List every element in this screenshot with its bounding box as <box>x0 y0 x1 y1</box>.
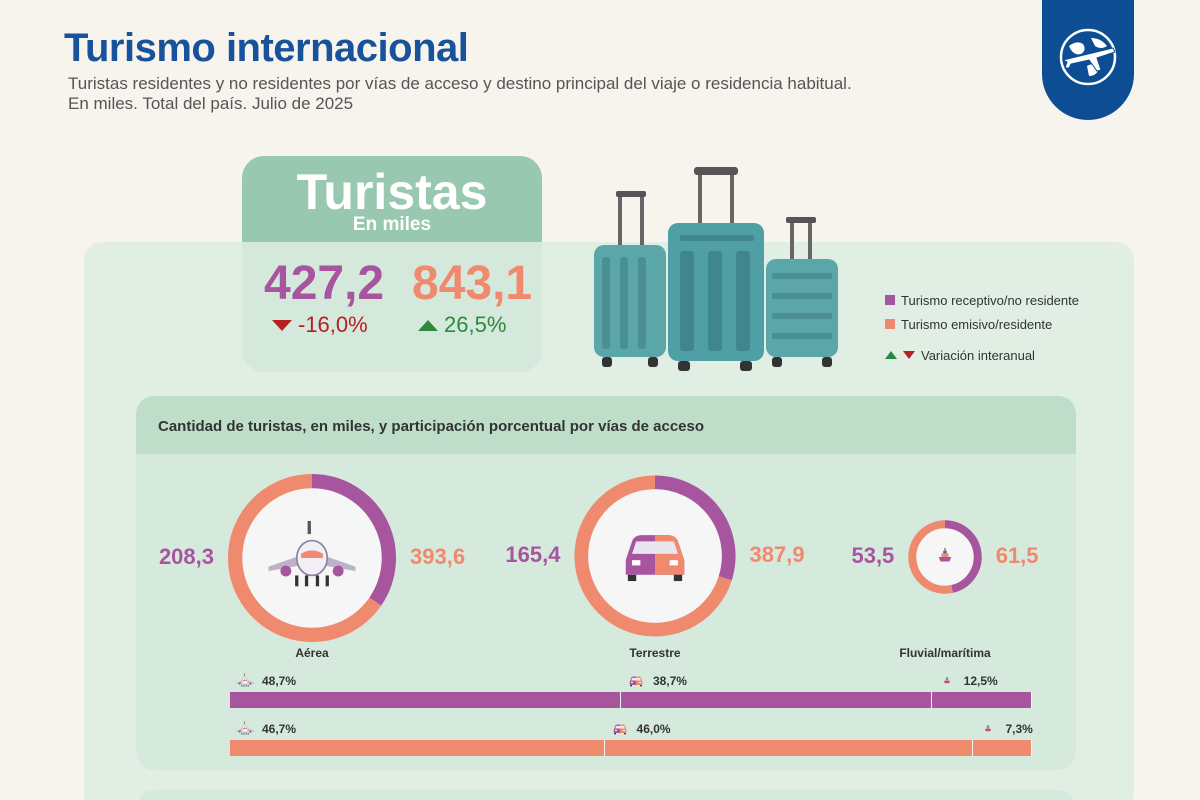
down-arrow-icon <box>272 319 292 331</box>
donut-value-receptivo-aerea: 208,3 <box>158 544 214 569</box>
emisivo-variation: 26,5% <box>418 312 506 338</box>
globe-plane-badge <box>1042 0 1134 120</box>
bar-segment-aerea <box>230 740 605 756</box>
bar-segment-fluvial-maritima <box>931 692 1032 708</box>
ship-mini-icon <box>943 676 950 684</box>
access-panel-title: Cantidad de turistas, en miles, y partic… <box>158 418 705 435</box>
subtitle-line-1: Turistas residentes y no residentes por … <box>68 74 852 93</box>
access-panel-header <box>136 396 1076 454</box>
percent-value: 46,7% <box>262 722 297 736</box>
bottom-panel <box>136 790 1076 800</box>
airplane-icon <box>236 721 254 735</box>
legend-label-receptivo: Turismo receptivo/no residente <box>901 292 1079 308</box>
airplane-mini-icon <box>236 721 254 735</box>
category-label-fluvial-maritima: Fluvial/marítima <box>899 646 991 660</box>
donut-value-emisivo-aerea: 393,6 <box>410 544 466 569</box>
emisivo-variation-value: 26,5% <box>444 312 507 337</box>
legend-item-variacion: Variación interanual <box>885 343 1079 367</box>
subtitle-line-2: En miles. Total del país. Julio de 2025 <box>68 94 354 113</box>
bar-segment-fluvial-maritima <box>973 740 1032 756</box>
legend-item-emisivo: Turismo emisivo/residente <box>885 312 1079 336</box>
ship-icon <box>943 676 950 684</box>
percent-label-fluvial-maritima: 7,3% <box>975 720 1033 738</box>
emisivo-total: 843,1 <box>412 257 533 310</box>
legend-swatch-emisivo <box>885 319 895 329</box>
car-mini-icon <box>613 724 626 735</box>
globe-plane-icon <box>1059 28 1117 86</box>
car-mini-icon <box>629 676 643 687</box>
summary-card-header <box>242 156 542 242</box>
car-icon <box>613 724 626 735</box>
receptivo-total: 427,2 <box>264 257 385 310</box>
bar-segment-terrestre <box>620 692 932 708</box>
legend-label-emisivo: Turismo emisivo/residente <box>901 316 1053 332</box>
receptivo-variation-value: -16,0% <box>298 312 368 337</box>
page-title: Turismo internacional <box>64 26 469 70</box>
donut-value-receptivo-terrestre: 165,4 <box>505 542 561 567</box>
percent-value: 12,5% <box>963 674 998 688</box>
ship-mini-icon <box>985 724 992 732</box>
category-label-aerea: Aérea <box>295 646 329 660</box>
summary-card-title: Turistas <box>296 164 488 220</box>
legend-down-arrow-icon <box>903 351 915 359</box>
page-subtitle: Turistas residentes y no residentes por … <box>68 74 852 114</box>
percent-label-aerea: 48,7% <box>232 672 296 690</box>
percent-value: 46,0% <box>636 722 671 736</box>
airplane-icon <box>236 673 254 687</box>
category-label-terrestre: Terrestre <box>629 646 681 660</box>
tourists-summary-card: Turistas En miles 427,2 843,1 -16,0% 26,… <box>242 156 542 372</box>
receptivo-variation: -16,0% <box>272 312 368 338</box>
legend-up-arrow-icon <box>885 351 897 359</box>
percent-value: 38,7% <box>652 674 687 688</box>
legend-item-receptivo: Turismo receptivo/no residente <box>885 288 1079 312</box>
percent-value: 48,7% <box>262 674 297 688</box>
percent-label-aerea: 46,7% <box>232 720 296 738</box>
bar-segment-terrestre <box>604 740 974 756</box>
percent-label-terrestre: 46,0% <box>607 720 671 738</box>
legend-swatch-receptivo <box>885 295 895 305</box>
donut-value-receptivo-fluvial-maritima: 53,5 <box>851 543 895 568</box>
luggage-illustration <box>594 167 838 371</box>
legend: Turismo receptivo/no residente Turismo e… <box>885 288 1079 367</box>
percent-label-fluvial-maritima: 12,5% <box>934 672 998 690</box>
percent-bar-emisivo <box>230 740 1032 756</box>
percent-bar-receptivo <box>230 692 1032 708</box>
bar-segment-aerea <box>230 692 621 708</box>
donut-value-emisivo-terrestre: 387,9 <box>749 542 805 567</box>
summary-card-unit: En miles <box>352 214 432 235</box>
car-icon <box>629 676 643 687</box>
access-panel: Cantidad de turistas, en miles, y partic… <box>136 396 1076 770</box>
donut-value-emisivo-fluvial-maritima: 61,5 <box>995 543 1039 568</box>
up-arrow-icon <box>418 319 438 331</box>
percent-value: 7,3% <box>1005 722 1033 736</box>
ship-icon <box>985 724 992 732</box>
percent-label-terrestre: 38,7% <box>623 672 687 690</box>
legend-label-variacion: Variación interanual <box>921 347 1035 363</box>
airplane-mini-icon <box>236 673 254 687</box>
